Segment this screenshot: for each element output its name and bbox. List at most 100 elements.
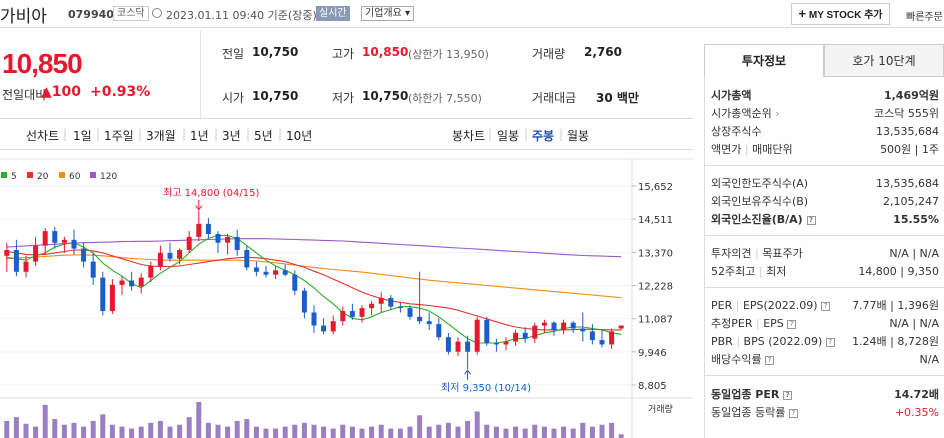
prev-close-label: 전일 bbox=[222, 47, 245, 61]
tab-orderbook[interactable]: 호가 10단계 bbox=[824, 44, 944, 77]
foreign-limit-label: 외국인한도주식수(A) bbox=[711, 177, 809, 190]
volume-bar bbox=[61, 424, 67, 438]
rank-label: 시가총액순위 › bbox=[711, 105, 780, 123]
volume-bar bbox=[177, 424, 183, 438]
volume-bar bbox=[196, 402, 202, 438]
volume-bar bbox=[484, 424, 490, 438]
help-icon[interactable]: ? bbox=[787, 320, 797, 329]
volume-bars bbox=[4, 402, 624, 438]
divider bbox=[200, 30, 201, 118]
par-lot-label: 액면가 | 매매단위 bbox=[711, 141, 793, 159]
candle bbox=[273, 270, 279, 275]
separator: | bbox=[63, 127, 68, 141]
volume-bar bbox=[570, 428, 576, 438]
foreign-ratio-value: 15.55% bbox=[893, 213, 939, 226]
candle bbox=[33, 245, 39, 262]
candle bbox=[445, 337, 451, 352]
volume-bar bbox=[52, 419, 58, 438]
w52-row: 52주최고 | 최저 14,800 | 9,350 bbox=[711, 263, 943, 281]
candle bbox=[493, 343, 499, 345]
lot-label: 매매단위 bbox=[752, 143, 793, 156]
volume-value: 2,760 bbox=[584, 45, 622, 59]
candle bbox=[71, 239, 77, 249]
volume-bar bbox=[234, 420, 240, 438]
foreign-limit-value: 13,535,684 bbox=[876, 177, 939, 190]
volume-bar bbox=[148, 422, 154, 438]
period-1y[interactable]: 1년 bbox=[190, 129, 209, 143]
candle bbox=[349, 311, 355, 317]
candle bbox=[157, 252, 163, 266]
separator: | bbox=[744, 143, 749, 156]
volume-bar bbox=[225, 426, 231, 438]
help-icon[interactable]: ? bbox=[783, 391, 793, 400]
volume-bar bbox=[205, 422, 211, 438]
foreign-hold-row: 외국인보유주식수(B) 2,105,247 bbox=[711, 193, 943, 211]
candle bbox=[513, 332, 519, 342]
volume-axis-label: 거래량 bbox=[648, 403, 673, 415]
volume-bar bbox=[397, 428, 403, 438]
tab-investment-info[interactable]: 투자정보 bbox=[704, 44, 824, 77]
legend-ma60-swatch bbox=[59, 172, 65, 178]
market-badge: 코스닥 bbox=[113, 6, 149, 21]
quick-order-link[interactable]: 빠른주문 bbox=[906, 12, 943, 23]
volume-bar bbox=[436, 424, 442, 438]
candle bbox=[359, 308, 365, 317]
candle bbox=[282, 270, 288, 275]
volume-bar bbox=[474, 411, 480, 438]
volume-bar bbox=[503, 428, 509, 438]
est-per-value: N/A | N/A bbox=[889, 317, 939, 330]
help-icon[interactable]: ? bbox=[806, 216, 816, 225]
period-10y[interactable]: 10년 bbox=[286, 129, 313, 143]
period-3y[interactable]: 3년 bbox=[222, 129, 241, 143]
opinion-row: 투자의견 | 목표주가 N/A | N/A bbox=[711, 245, 943, 263]
candle bbox=[234, 236, 240, 250]
help-icon[interactable]: ? bbox=[788, 409, 798, 418]
add-my-stock-button[interactable]: + MY STOCK 추가 bbox=[791, 3, 890, 25]
candle-weekly[interactable]: 주봉 bbox=[532, 129, 555, 143]
company-info-dropdown[interactable]: 기업개요 ▾ bbox=[361, 6, 414, 21]
price-stats: 전일 10,750 고가 10,850 (상한가 13,950) 거래량 2,7… bbox=[210, 30, 690, 118]
help-icon[interactable]: ? bbox=[765, 356, 775, 365]
legend-ma120-swatch bbox=[90, 172, 96, 178]
realtime-badge: 실시간 bbox=[316, 6, 350, 21]
candle bbox=[532, 325, 538, 339]
candle bbox=[417, 316, 423, 322]
prev-close-value: 10,750 bbox=[252, 45, 299, 59]
candle bbox=[138, 277, 144, 287]
stock-chart[interactable]: 5 20 60 120 15,652 14,511 13,370 12,228 11,0… bbox=[0, 150, 693, 438]
candle bbox=[455, 341, 461, 352]
candle bbox=[292, 274, 298, 291]
divider bbox=[705, 235, 944, 236]
help-icon[interactable]: ? bbox=[821, 302, 831, 311]
period-5y[interactable]: 5년 bbox=[254, 129, 273, 143]
candle bbox=[551, 322, 557, 330]
company-name[interactable]: 가비아 bbox=[0, 7, 47, 27]
volume-bar bbox=[253, 426, 259, 438]
volume-bar bbox=[369, 426, 375, 438]
help-icon[interactable]: ? bbox=[825, 338, 835, 347]
volume-bar bbox=[311, 424, 317, 438]
candle-daily[interactable]: 일봉 bbox=[497, 129, 520, 143]
volume-bar bbox=[522, 428, 528, 438]
amount-value: 30 백만 bbox=[596, 91, 639, 105]
w52-label: 52주최고 | 최저 bbox=[711, 263, 786, 281]
ma120-line bbox=[6, 238, 622, 258]
period-3m[interactable]: 3개월 bbox=[146, 129, 176, 143]
foreign-ratio-row: 외국인소진율(B/A) ? 15.55% bbox=[711, 211, 943, 229]
period-1d[interactable]: 1일 bbox=[73, 129, 92, 143]
divider bbox=[705, 375, 944, 376]
y-tick-label: 9,946 bbox=[638, 348, 667, 359]
volume-bar bbox=[388, 428, 394, 438]
panel-rows: 시가총액 1,469억원 시가총액순위 › 코스닥 555위 상장주식수 13,… bbox=[704, 77, 944, 438]
low-label: 저가 bbox=[332, 91, 355, 105]
volume-bar bbox=[71, 422, 77, 438]
est-per-label: 추정PER | EPS ? bbox=[711, 315, 797, 333]
period-1w[interactable]: 1주일 bbox=[104, 129, 134, 143]
candle-monthly[interactable]: 월봉 bbox=[567, 129, 590, 143]
candle bbox=[129, 280, 135, 287]
volume-bar bbox=[493, 426, 499, 438]
target-label: 목표주가 bbox=[762, 247, 803, 260]
candle bbox=[378, 297, 384, 304]
chart-canvas[interactable]: 5 20 60 120 15,652 14,511 13,370 12,228 11,0… bbox=[0, 150, 693, 438]
candle bbox=[570, 322, 576, 329]
